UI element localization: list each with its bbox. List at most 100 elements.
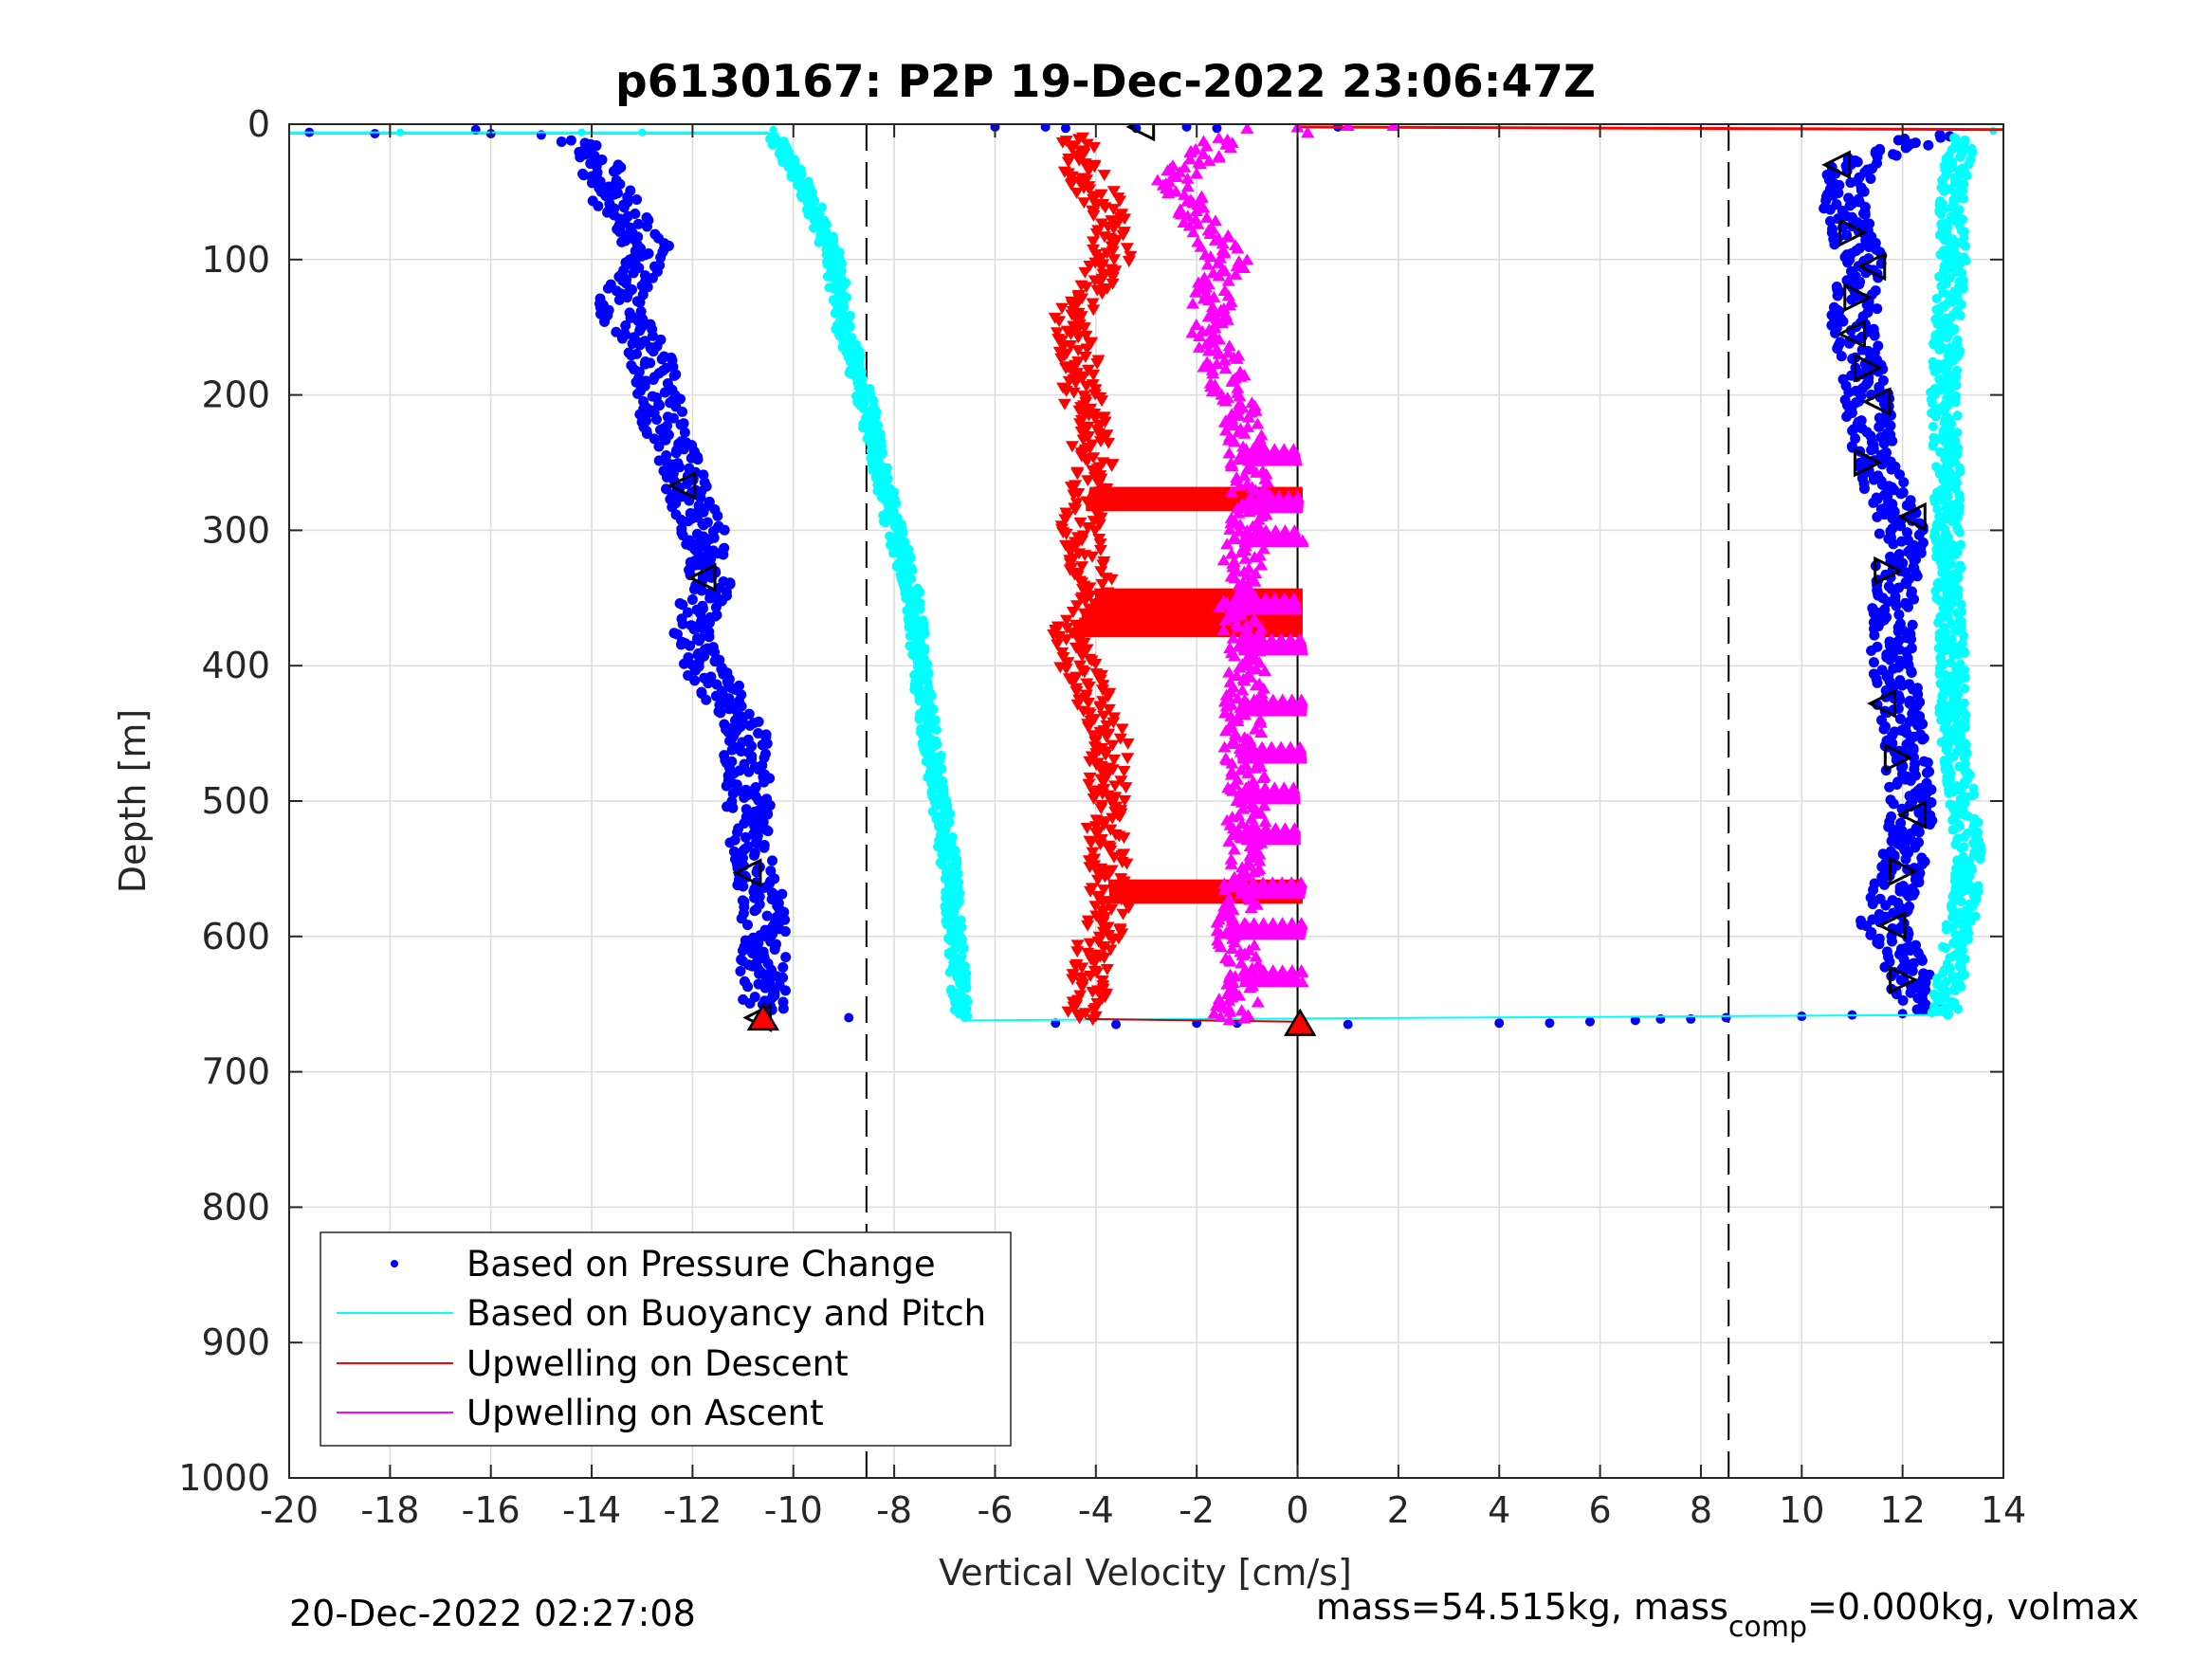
ascent-upwelling-band [1267, 536, 1281, 547]
buoyancy-point [1960, 970, 1970, 980]
ascent-upwelling-point [1254, 687, 1269, 699]
ascent-upwelling-point [1341, 124, 1355, 132]
buoyancy-point [941, 810, 952, 820]
buoyancy-point [960, 1012, 970, 1023]
ascent-upwelling-band [1261, 501, 1275, 514]
profile-marker-open [1876, 910, 1907, 940]
pressure-point [1935, 132, 1947, 143]
pressure-point [1888, 538, 1899, 550]
ascent-upwelling-point [1233, 661, 1247, 673]
pressure-point [1886, 464, 1897, 475]
pressure-point [721, 780, 732, 792]
pressure-point [1869, 629, 1880, 641]
descent-upwelling-point [1117, 765, 1131, 777]
pressure-point [1837, 316, 1849, 327]
pressure-point [1905, 945, 1916, 957]
ascent-upwelling-point [1222, 1013, 1236, 1026]
ascent-upwelling-point [1221, 274, 1235, 286]
buoyancy-point [1956, 843, 1966, 853]
ascent-upwelling-band [1280, 501, 1294, 514]
buoyancy-point [1946, 658, 1956, 668]
descent-upwelling-point [1106, 223, 1121, 235]
ascent-upwelling-band [1237, 644, 1252, 656]
series-buoyancy-pitch [289, 125, 1998, 1023]
descent-upwelling-point [1093, 538, 1107, 550]
pressure-point [777, 1003, 789, 1014]
pressure-point [370, 128, 380, 138]
y-tick-label: 100 [201, 239, 270, 281]
ascent-upwelling-band [1241, 454, 1255, 466]
descent-upwelling-point [1080, 138, 1094, 151]
ascent-upwelling-point [1183, 153, 1197, 165]
descent-upwelling-point [1106, 739, 1120, 752]
buoyancy-point [1968, 838, 1979, 848]
ascent-upwelling-point [1231, 242, 1245, 254]
ascent-upwelling-point [1236, 262, 1251, 273]
pressure-point [677, 618, 688, 629]
descent-upwelling-point [1058, 539, 1072, 552]
descent-upwelling-point [1106, 254, 1121, 266]
pressure-point [616, 236, 628, 247]
descent-upwelling-point [1086, 298, 1100, 310]
pressure-point [693, 635, 704, 647]
pressure-point [1900, 853, 1911, 865]
buoyancy-point [1939, 406, 1949, 416]
buoyancy-point [1955, 152, 1965, 162]
ascent-upwelling-point [1217, 884, 1232, 896]
legend-box [320, 1231, 1012, 1447]
ascent-upwelling-point [1245, 811, 1259, 824]
pressure-point [1866, 445, 1877, 456]
buoyancy-point [769, 125, 777, 134]
ascent-upwelling-band [1250, 833, 1264, 846]
pressure-point [753, 728, 764, 739]
ascent-upwelling-band [1267, 975, 1281, 988]
descent-upwelling-point [1121, 738, 1135, 750]
descent-upwelling-point [1061, 1006, 1075, 1018]
ascent-upwelling-band [1272, 928, 1287, 940]
pressure-point [700, 541, 711, 553]
descent-upwelling-point [1077, 666, 1091, 679]
buoyancy-point [905, 641, 915, 651]
descent-upwelling-point [1087, 141, 1101, 154]
pressure-point [1844, 200, 1856, 211]
pressure-point [648, 346, 659, 357]
pressure-point [686, 593, 698, 605]
ascent-upwelling-point [1214, 940, 1228, 953]
pressure-point [650, 414, 662, 426]
pressure-point [1884, 654, 1895, 665]
descent-upwelling-point [1082, 721, 1096, 734]
pressure-point [1040, 124, 1051, 132]
y-tick-label: 600 [201, 916, 270, 957]
descent-upwelling-point [1121, 753, 1135, 765]
pressure-point [1545, 1018, 1555, 1029]
ascent-upwelling-band [1244, 887, 1258, 900]
ascent-upwelling-point [1240, 253, 1254, 265]
profile-marker-red [746, 1002, 780, 1031]
descent-upwelling-point [1098, 871, 1112, 884]
pressure-point [1896, 536, 1908, 547]
pressure-point [1916, 955, 1928, 966]
buoyancy-point [1950, 373, 1961, 383]
ascent-upwelling-point [1250, 663, 1264, 675]
ascent-upwelling-band [1232, 603, 1246, 615]
descent-upwelling-point [1102, 703, 1116, 716]
descent-upwelling-point [1081, 521, 1095, 534]
buoyancy-point [942, 852, 953, 863]
ascent-upwelling-point [1200, 258, 1215, 270]
legend-label-pressure: Based on Pressure Change [466, 1244, 936, 1285]
ascent-upwelling-point [1235, 948, 1250, 960]
buoyancy-point [1950, 397, 1961, 408]
y-axis-label: Depth [m] [112, 709, 154, 894]
ascent-upwelling-band [1278, 793, 1292, 805]
ascent-upwelling-point [1252, 854, 1267, 866]
ascent-upwelling-point [1223, 1005, 1237, 1017]
ascent-upwelling-point [1193, 330, 1207, 341]
descent-upwelling-point [1066, 974, 1080, 986]
pressure-point [1923, 139, 1934, 151]
ascent-upwelling-point [1241, 410, 1255, 423]
pressure-point [632, 218, 644, 229]
pressure-point [620, 319, 631, 331]
descent-upwelling-point [1059, 664, 1073, 675]
descent-upwelling-point [1070, 468, 1085, 481]
pressure-point [653, 441, 665, 452]
